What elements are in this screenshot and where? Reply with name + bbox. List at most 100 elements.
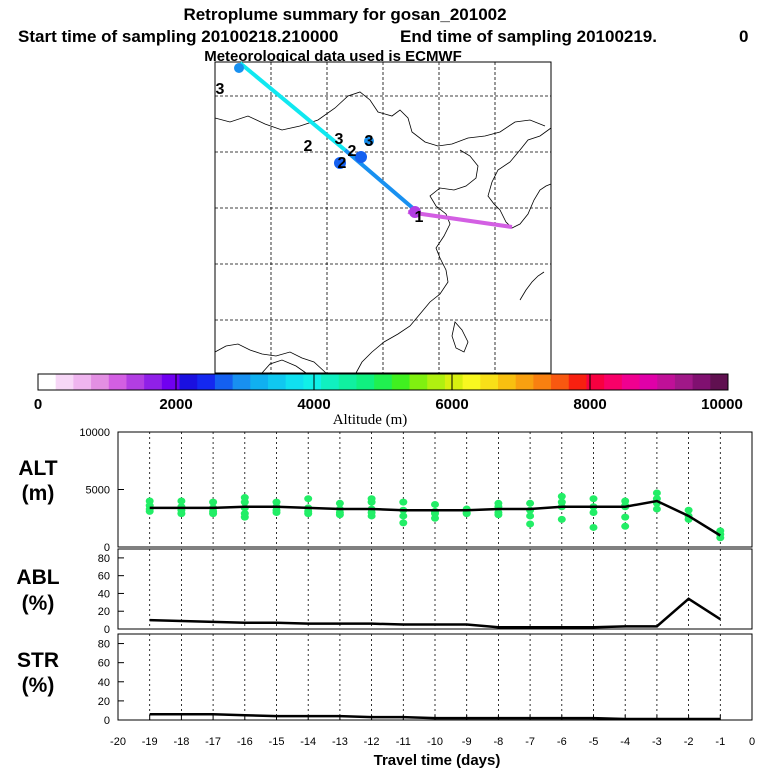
panel-unit: (%) (22, 592, 55, 615)
panel-label: ALT (18, 457, 57, 480)
x-tick-label: -10 (427, 736, 443, 748)
colorbar-swatch (73, 374, 92, 390)
end-time-text: End time of sampling 20100219. (400, 27, 657, 46)
y-tick-label: 60 (98, 658, 110, 670)
x-tick-label: -6 (557, 736, 567, 748)
colorbar-tick-label: 8000 (573, 396, 606, 413)
colorbar-tick-label: 4000 (297, 396, 330, 413)
scatter-point (621, 522, 630, 530)
colorbar-tick-label: 10000 (701, 396, 743, 413)
cluster-marker: 3 (335, 131, 344, 148)
colorbar-swatch (197, 374, 216, 390)
timeseries-panels: 10000 5000 0 ALT(m) 80 60 40 20 0 ABL (%) 80 60 40 20 0… (16, 427, 755, 768)
scatter-point (367, 509, 376, 516)
colorbar-swatch (232, 374, 251, 390)
scatter-point (240, 513, 249, 521)
scatter-point (272, 506, 281, 514)
y-tick-label: 20 (98, 696, 110, 708)
cluster-dots (234, 63, 421, 218)
x-tick-label: -7 (525, 736, 535, 748)
colorbar-ticks: 0 2000 4000 6000 8000 10000 (34, 374, 743, 413)
colorbar-swatch (321, 374, 340, 390)
cluster-marker: 3 (216, 81, 225, 98)
scatter-point (272, 498, 281, 506)
colorbar-swatch (268, 374, 287, 390)
y-tick-label: 20 (98, 606, 110, 618)
colorbar-tick-label: 6000 (435, 396, 468, 413)
colorbar-swatch (515, 374, 534, 390)
panel-unit: (%) (22, 674, 55, 697)
altitude-colorbar: 0 2000 4000 6000 8000 10000 Altitude (m) (34, 373, 743, 428)
x-tick-label: 0 (749, 736, 755, 748)
cluster-dot (234, 63, 244, 73)
colorbar-frame (37, 373, 729, 391)
colorbar-swatch (639, 374, 658, 390)
colorbar-swatch (498, 374, 517, 390)
colorbar-swatch (38, 374, 57, 390)
scatter-point (209, 507, 218, 515)
x-tick-label: -4 (620, 736, 630, 748)
x-tick-label: -5 (589, 736, 599, 748)
trajectory-segment-lower (407, 210, 513, 229)
coastlines-borders (214, 91, 552, 374)
scatter-point (557, 515, 566, 523)
panel-frame (117, 633, 753, 721)
colorbar-swatch (144, 374, 163, 390)
panel-label: ABL (16, 566, 59, 589)
scatter-point (431, 500, 439, 508)
x-tick-label: -11 (396, 736, 411, 748)
x-tick-label: -20 (110, 736, 126, 748)
scatter-point (557, 492, 566, 500)
colorbar-swatch (161, 374, 181, 390)
colorbar-swatch (551, 374, 570, 390)
y-tick-label: 60 (98, 571, 110, 583)
colorbar-swatch (374, 374, 393, 390)
cluster-marker: 3 (365, 133, 374, 150)
cluster-marker: 1 (415, 209, 424, 226)
x-tick-label: -19 (142, 736, 158, 748)
x-tick-label: -2 (684, 736, 694, 748)
y-tick-label: 0 (104, 624, 110, 636)
trajectory-map: 1 2 2 2 3 3 3 (214, 61, 552, 374)
y-tick-label: 5000 (86, 485, 110, 497)
cluster-dot (355, 151, 367, 163)
scatter-point (209, 498, 218, 506)
y-tick-label: 80 (98, 639, 110, 651)
figure-title: Retroplume summary for gosan_201002 (183, 5, 506, 24)
series-line-alt (149, 499, 721, 537)
scatter-point (589, 509, 598, 516)
cluster-dot (409, 206, 421, 218)
colorbar-swatch (533, 374, 552, 390)
y-tick-label: 0 (104, 542, 110, 554)
colorbar-swatch (444, 374, 464, 390)
colorbar-swatch (356, 374, 375, 390)
cluster-dot (364, 136, 374, 146)
x-tick-label: -12 (364, 736, 380, 748)
colorbar-swatch (586, 374, 605, 390)
scatter-point (684, 506, 693, 514)
x-tick-label: -8 (494, 736, 504, 748)
cluster-marker: 2 (348, 143, 357, 160)
start-time-text: Start time of sampling 20100218.210000 (18, 27, 338, 46)
colorbar-swatch (126, 374, 145, 390)
colorbar-swatch (214, 374, 234, 390)
scatter-point (335, 499, 344, 507)
scatter-point (177, 497, 186, 505)
colorbar-swatch (462, 374, 481, 390)
colorbar-swatch (674, 374, 694, 390)
scatter-point (589, 523, 598, 531)
x-axis-title: Travel time (days) (374, 752, 501, 768)
scatter-point (652, 489, 661, 497)
colorbar-swatch (568, 374, 587, 390)
colorbar-swatch (427, 374, 446, 390)
y-tick-label: 10000 (79, 427, 110, 439)
scatter-point (240, 494, 249, 502)
x-tick-label: -1 (715, 736, 725, 748)
scatter-point (589, 495, 598, 503)
end-time-suffix: 0 (739, 27, 748, 46)
y-tick-label: 80 (98, 553, 110, 565)
cluster-markers: 1 2 2 2 3 3 3 (216, 81, 424, 226)
colorbar-title: Altitude (m) (333, 412, 408, 428)
scatter-point (526, 520, 535, 528)
